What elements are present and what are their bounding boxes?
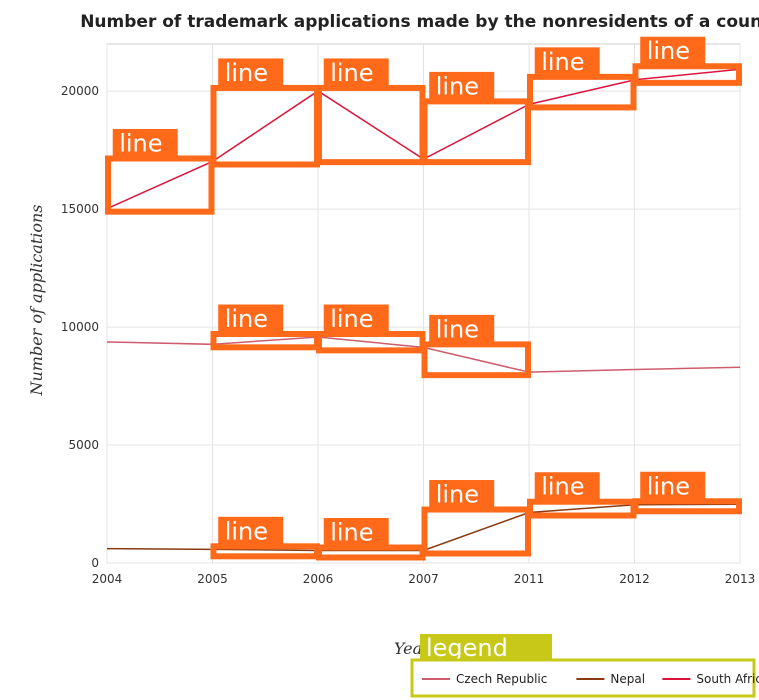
annotation-tag <box>534 47 600 77</box>
annotation-label: line <box>330 305 373 333</box>
segment-tag: line <box>640 36 706 66</box>
legend-label: South Africa <box>696 672 759 686</box>
legend-title-box <box>420 634 552 660</box>
legend: legend Czech Republic Nepal South Africa <box>410 634 759 698</box>
x-tick-label: 2004 <box>92 572 123 586</box>
annotation-label: line <box>330 59 373 87</box>
y-tick-label: 15000 <box>61 202 99 216</box>
segment-tag: line <box>218 516 284 546</box>
annotation-label: line <box>541 473 584 501</box>
x-tick-label: 2006 <box>303 572 334 586</box>
y-axis-ticks: 0 5000 10000 15000 20000 <box>61 84 99 570</box>
segment-tag: line <box>323 517 389 547</box>
y-tick-label: 20000 <box>61 84 99 98</box>
segment-tag: line <box>323 304 389 334</box>
annotation-label: line <box>119 129 162 157</box>
segment-tag: line <box>429 71 495 101</box>
x-tick-label: 2005 <box>197 572 228 586</box>
segment-highlight <box>632 63 742 86</box>
annotation-label: line <box>436 481 479 509</box>
segment-tag: line <box>534 47 600 77</box>
segment-highlight <box>421 506 531 557</box>
legend-title: legend <box>426 634 508 662</box>
segment-highlight <box>421 98 531 166</box>
segment-tag: line <box>218 304 284 334</box>
annotation-label: line <box>436 315 479 343</box>
segment-tag: line <box>534 472 600 502</box>
point-annotations: line line line line line line line line line line… <box>105 36 742 561</box>
annotation-tag <box>534 472 600 502</box>
legend-item: Nepal <box>576 672 645 686</box>
annotation-label: line <box>225 59 268 87</box>
segment-tag: line <box>323 58 389 88</box>
segment-tag: line <box>218 58 284 88</box>
annotation-tag <box>640 471 706 501</box>
segment-highlight <box>632 498 742 515</box>
x-tick-label: 2007 <box>408 572 439 586</box>
x-axis-ticks: 2004 2005 2006 2007 2011 2012 2013 <box>92 572 756 586</box>
legend-label: Nepal <box>610 672 645 686</box>
y-tick-label: 5000 <box>68 438 99 452</box>
segment-tag: line <box>112 128 178 158</box>
legend-item: Czech Republic <box>422 672 547 686</box>
annotation-label: line <box>541 48 584 76</box>
y-tick-label: 0 <box>91 556 99 570</box>
segment-tag: line <box>429 314 495 344</box>
annotation-tag <box>112 128 178 158</box>
segment-highlight <box>105 155 215 215</box>
segment-tag: line <box>640 471 706 501</box>
annotation-tag <box>323 517 389 547</box>
legend-title-tag: legend <box>420 634 552 662</box>
annotation-label: line <box>225 517 268 545</box>
annotation-tag <box>218 304 284 334</box>
annotation-tag <box>323 58 389 88</box>
x-tick-label: 2011 <box>514 572 545 586</box>
annotation-tag <box>323 304 389 334</box>
annotation-label: line <box>436 72 479 100</box>
segment-tag: line <box>429 480 495 510</box>
annotation-label: line <box>225 305 268 333</box>
legend-item: South Africa <box>662 672 759 686</box>
annotation-tag <box>429 480 495 510</box>
annotation-tag <box>218 516 284 546</box>
segment-highlight <box>421 341 531 379</box>
x-tick-label: 2012 <box>619 572 650 586</box>
annotation-label: line <box>330 518 373 546</box>
annotation-tag <box>218 58 284 88</box>
annotation-tag <box>640 36 706 66</box>
x-tick-label: 2013 <box>725 572 756 586</box>
annotation-label: line <box>647 472 690 500</box>
annotation-label: line <box>647 37 690 65</box>
segment-highlight <box>527 73 637 111</box>
legend-label: Czech Republic <box>456 672 547 686</box>
annotation-tag <box>429 71 495 101</box>
y-tick-label: 10000 <box>61 320 99 334</box>
annotation-tag <box>429 314 495 344</box>
y-axis-label: Number of applications <box>27 204 46 396</box>
chart-title: Number of trademark applications made by… <box>80 12 759 32</box>
